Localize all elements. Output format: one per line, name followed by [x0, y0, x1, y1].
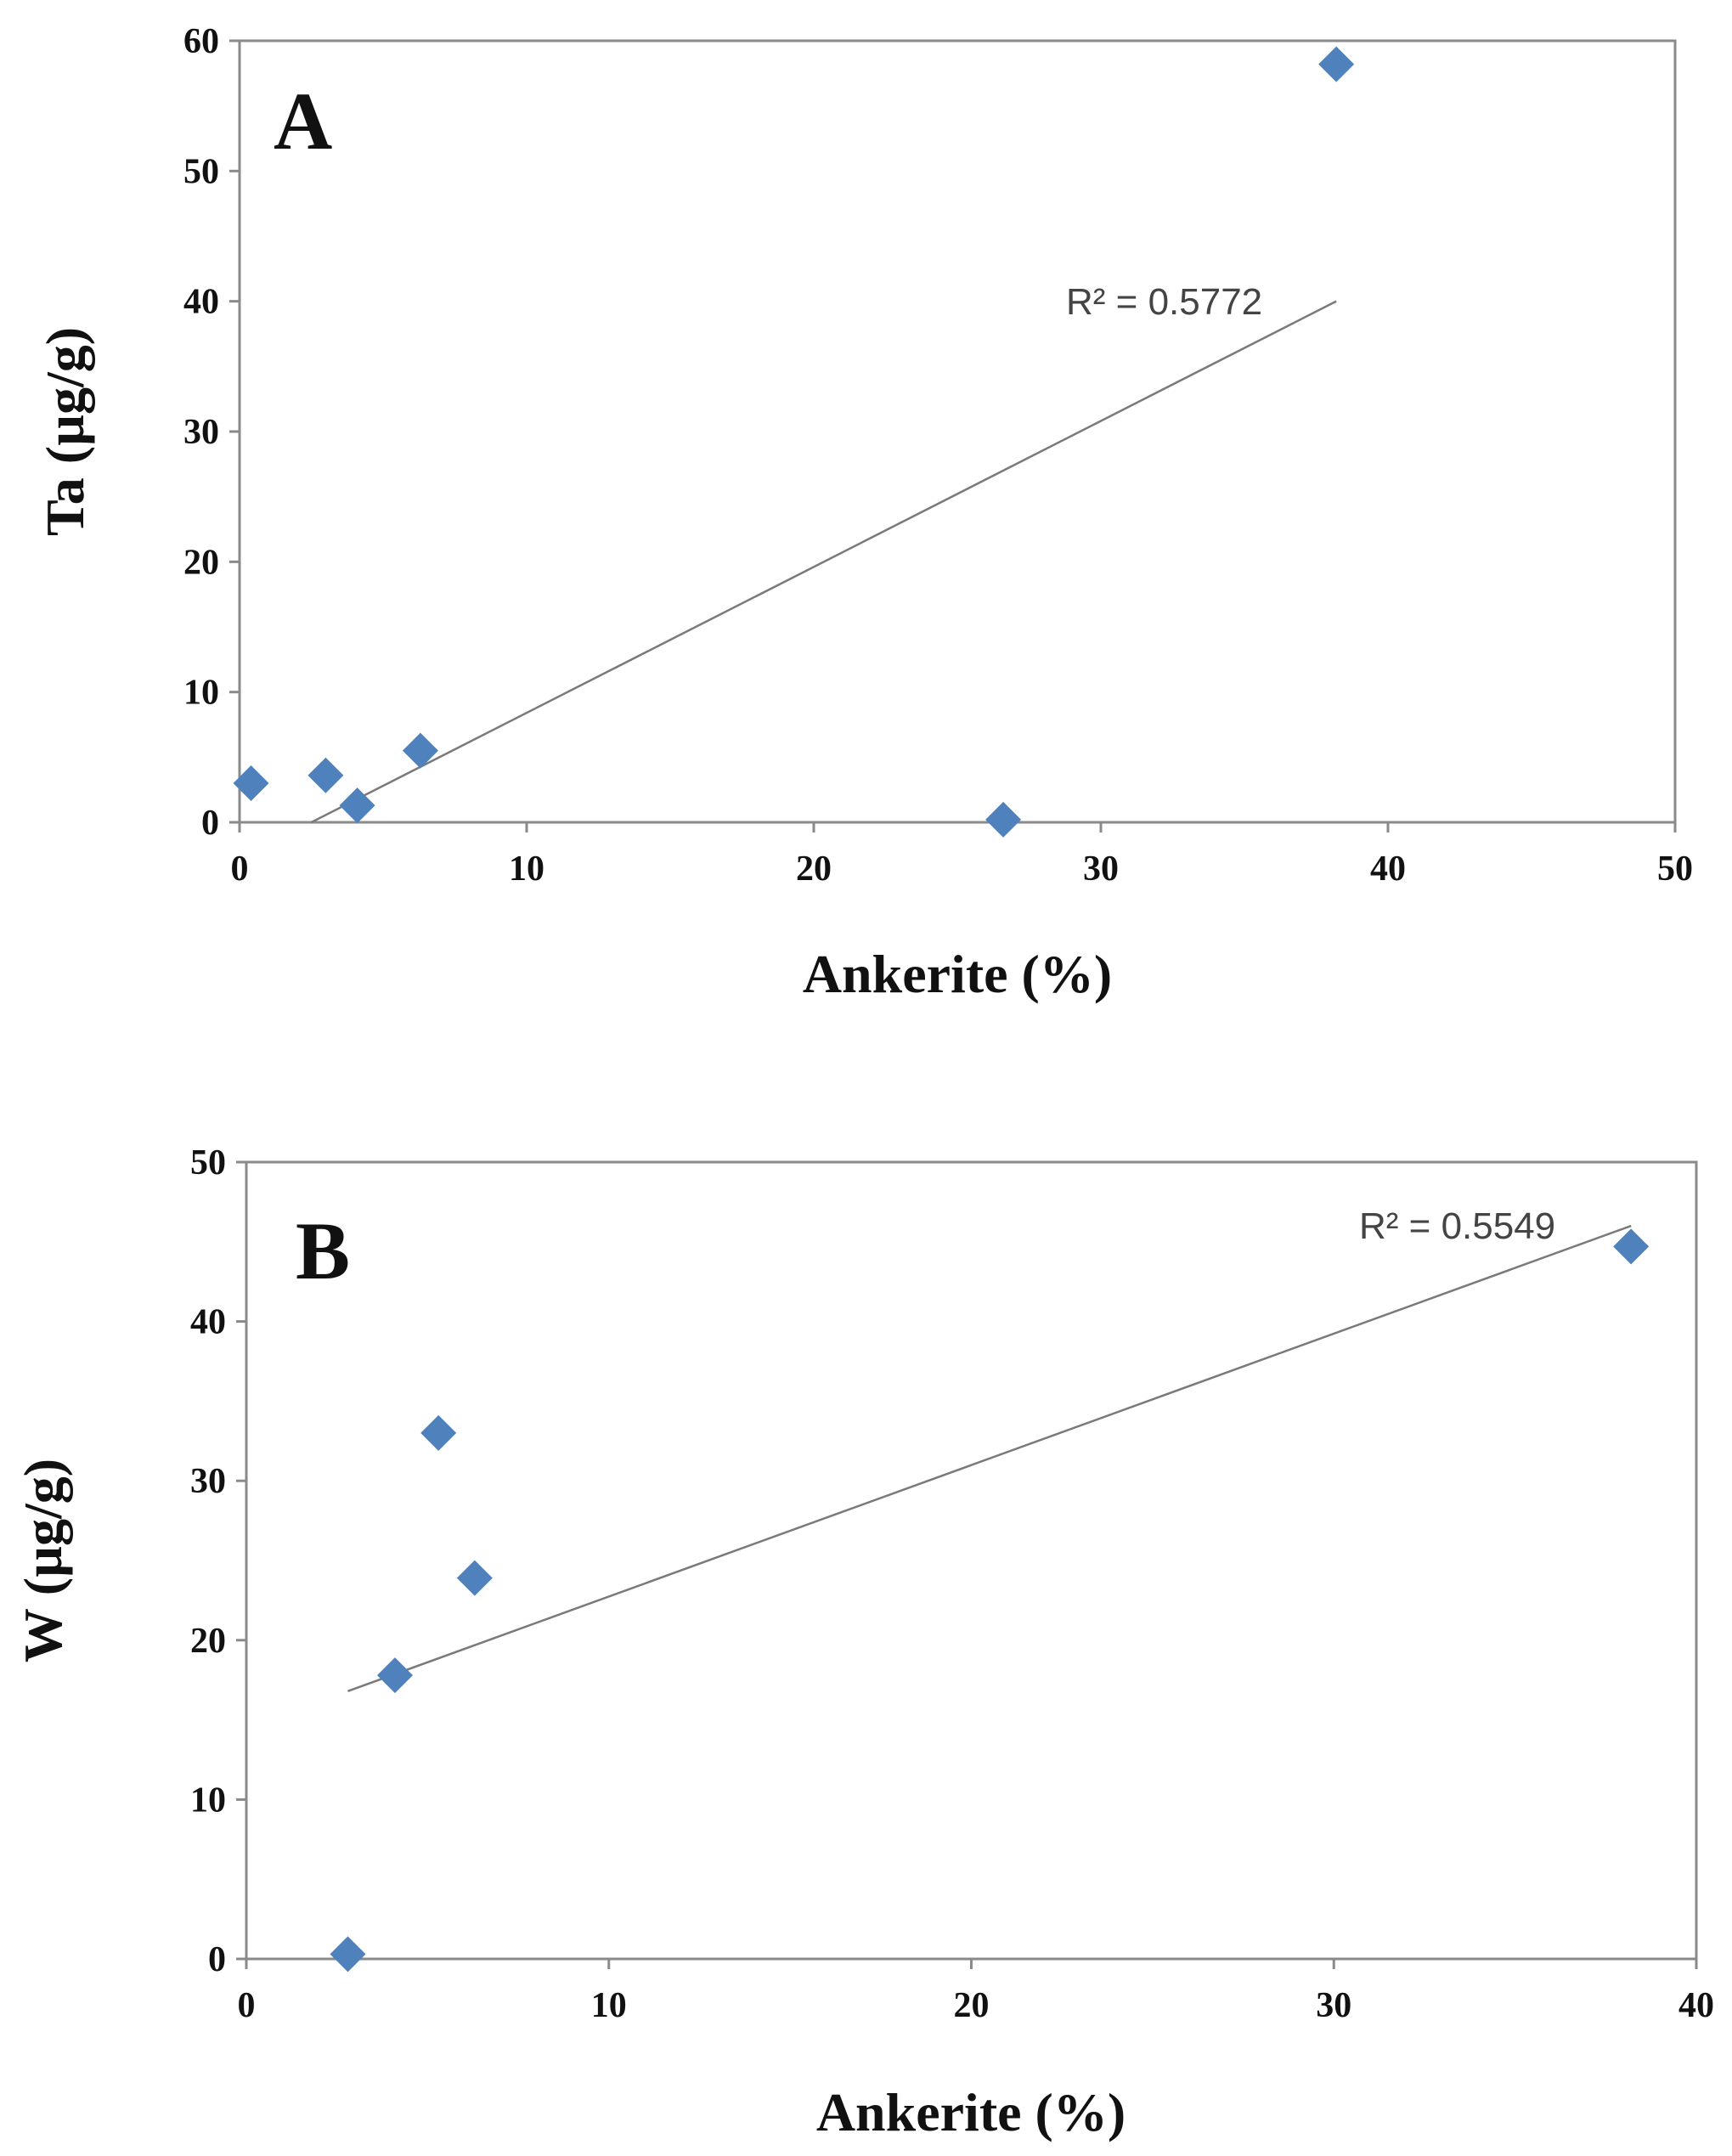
panel-label-b: B — [296, 1205, 350, 1296]
data-point-b — [456, 1560, 493, 1596]
trendline-a — [310, 300, 1337, 824]
y-tick-label-a: 30 — [183, 413, 219, 452]
y-tick-label-b: 50 — [190, 1143, 226, 1182]
data-point-b — [330, 1936, 366, 1973]
tick-group-a: 0 10 20 30 40 50 0 10 20 30 40 50 60 — [183, 22, 1693, 889]
data-point-a — [307, 757, 344, 793]
x-tick-label-b: 10 — [591, 1986, 627, 2025]
y-axis-title-a: Ta (µg/g) — [35, 327, 95, 536]
y-tick-label-a: 0 — [201, 804, 219, 843]
data-points-b — [330, 1228, 1650, 1973]
y-tick-label-b: 30 — [190, 1462, 226, 1501]
panel-b: B Ankerite (%) W (µg/g) 0 10 20 30 40 0 10 20 30… — [13, 1143, 1714, 2142]
x-tick-label-a: 30 — [1083, 849, 1119, 889]
trendline-group-a: R² = 0.5772 — [310, 281, 1337, 824]
y-tick-label-b: 0 — [208, 1940, 226, 1979]
x-axis-title-b: Ankerite (%) — [816, 2082, 1126, 2142]
r-squared-label-a: R² = 0.5772 — [1066, 281, 1262, 323]
data-point-a — [1318, 46, 1355, 82]
y-tick-label-a: 60 — [183, 22, 219, 61]
y-tick-label-a: 20 — [183, 543, 219, 582]
data-point-a — [233, 765, 269, 801]
trendline-group-b: R² = 0.5549 — [347, 1205, 1632, 1693]
x-tick-label-b: 20 — [954, 1986, 990, 2025]
y-tick-label-a: 10 — [183, 674, 219, 713]
x-tick-label-a: 20 — [796, 849, 832, 889]
trendline-b — [347, 1224, 1632, 1693]
x-tick-label-b: 40 — [1678, 1986, 1714, 2025]
data-point-a — [339, 787, 375, 824]
data-points-a — [233, 46, 1355, 838]
x-tick-label-b: 0 — [238, 1986, 256, 2025]
y-tick-label-b: 40 — [190, 1303, 226, 1342]
data-point-b — [1613, 1228, 1650, 1265]
data-point-b — [420, 1414, 457, 1451]
y-tick-label-a: 50 — [183, 152, 219, 191]
tick-group-b: 0 10 20 30 40 0 10 20 30 40 50 — [190, 1143, 1714, 2025]
y-tick-label-b: 20 — [190, 1622, 226, 1661]
x-axis-title-a: Ankerite (%) — [803, 944, 1112, 1004]
x-tick-label-a: 10 — [509, 849, 544, 889]
x-tick-label-a: 0 — [231, 849, 249, 889]
y-tick-label-a: 40 — [183, 283, 219, 322]
panel-a: A Ankerite (%) Ta (µg/g) 0 10 20 30 40 50 0 10 2… — [35, 22, 1693, 1004]
x-tick-label-a: 40 — [1370, 849, 1406, 889]
panel-label-a: A — [274, 76, 332, 166]
data-point-b — [376, 1657, 413, 1694]
x-tick-label-a: 50 — [1657, 849, 1693, 889]
y-axis-title-b: W (µg/g) — [13, 1459, 73, 1662]
data-point-a — [985, 801, 1022, 838]
data-point-a — [402, 732, 438, 769]
y-tick-label-b: 10 — [190, 1781, 226, 1820]
plot-area-a — [238, 39, 1677, 824]
r-squared-label-b: R² = 0.5549 — [1359, 1205, 1555, 1247]
x-tick-label-b: 30 — [1316, 1986, 1351, 2025]
